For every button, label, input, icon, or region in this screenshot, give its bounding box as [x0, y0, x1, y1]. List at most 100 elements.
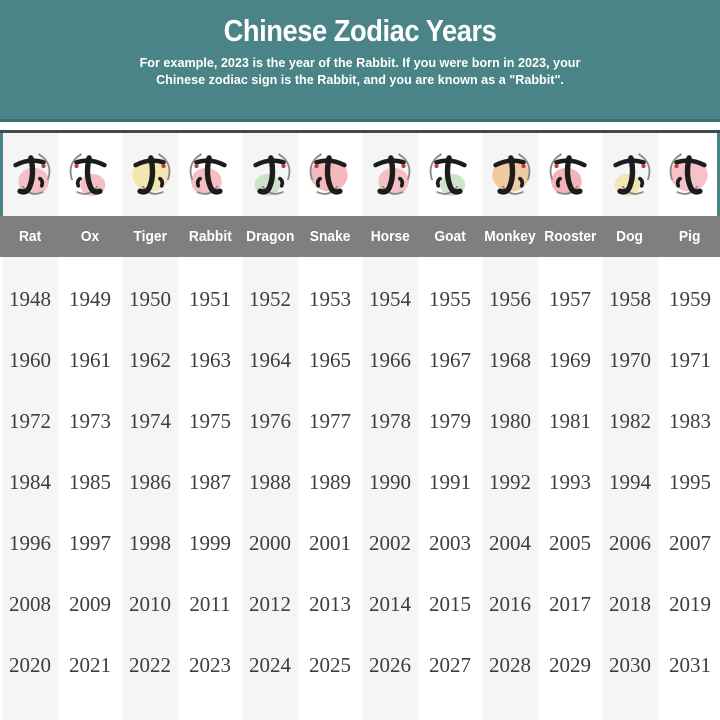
- subtitle-line-1: For example, 2023 is the year of the Rab…: [139, 55, 581, 70]
- year-cell: 1972: [9, 409, 51, 433]
- column-header-rat: Rat: [0, 228, 60, 245]
- year-cell: 2030: [609, 653, 651, 677]
- zodiac-years-grid: 1948 1949 1950 1951 1952 1953 1954 1955 1956 1957…: [0, 257, 720, 696]
- subtitle-line-2: Chinese zodiac sign is the Rabbit, and y…: [156, 72, 564, 87]
- year-cell: 2015: [429, 592, 471, 616]
- year-cell: 2000: [249, 531, 291, 555]
- column-header-label: Monkey: [484, 228, 536, 245]
- year-cell: 1996: [9, 531, 51, 555]
- year-cell: 1981: [549, 409, 591, 433]
- year-cell: 1975: [189, 409, 231, 433]
- year-cell: 2017: [549, 592, 591, 616]
- year-cell: 1950: [129, 287, 171, 311]
- column-header-monkey: Monkey: [480, 228, 540, 245]
- column-header-goat: Goat: [420, 228, 480, 245]
- year-cell: 1993: [549, 470, 591, 494]
- year-cell: 2009: [69, 592, 111, 616]
- year-cell: 1976: [249, 409, 291, 433]
- zodiac-calligraphy-glyph: [309, 152, 348, 195]
- year-cell: 1951: [189, 287, 231, 311]
- year-cell: 1985: [69, 470, 111, 494]
- column-header-rooster: Rooster: [540, 228, 600, 245]
- zodiac-table: Rat Ox Tiger Rabbit Dragon Snake Horse G…: [0, 130, 720, 720]
- column-header-tiger: Tiger: [120, 228, 180, 245]
- year-cell: 1971: [669, 348, 711, 372]
- year-cell: 1986: [129, 470, 171, 494]
- column-header-horse: Horse: [360, 228, 420, 245]
- year-cell: 1983: [669, 409, 711, 433]
- year-cell: 1952: [249, 287, 291, 311]
- year-cell: 1964: [249, 348, 291, 372]
- year-cell: 1990: [369, 470, 411, 494]
- snake-zodiac-icon: [300, 133, 360, 216]
- rooster-zodiac-icon: [540, 133, 600, 216]
- year-cell: 1974: [129, 409, 171, 433]
- goat-zodiac-icon: [420, 133, 480, 216]
- year-cell: 2005: [549, 531, 591, 555]
- year-cell: 1956: [489, 287, 531, 311]
- page-title: Chinese Zodiac Years: [223, 13, 497, 48]
- year-cell: 1966: [369, 348, 411, 372]
- year-cell: 1958: [609, 287, 651, 311]
- zodiac-calligraphy-glyph: [189, 152, 227, 195]
- pig-zodiac-icon: [660, 133, 720, 216]
- year-cell: 1963: [189, 348, 231, 372]
- column-header-label: Dog: [616, 228, 644, 245]
- dragon-zodiac-icon: [240, 133, 300, 216]
- year-cell: 2002: [369, 531, 411, 555]
- year-cell: 2004: [489, 531, 531, 555]
- column-header-ox: Ox: [60, 228, 120, 245]
- header-subtitle: For example, 2023 is the year of the Rab…: [88, 54, 631, 88]
- year-cell: 1965: [309, 348, 351, 372]
- year-cell: 1988: [249, 470, 291, 494]
- year-cell: 1954: [369, 287, 411, 311]
- year-cell: 1953: [309, 287, 351, 311]
- zodiac-calligraphy-glyph: [69, 152, 107, 196]
- year-cell: 2018: [609, 592, 651, 616]
- year-cell: 1962: [129, 348, 171, 372]
- year-cell: 2029: [549, 653, 591, 677]
- year-cell: 2003: [429, 531, 471, 555]
- year-cell: 2024: [249, 653, 291, 677]
- year-cell: 2016: [489, 592, 531, 616]
- rat-zodiac-icon: [0, 133, 60, 216]
- year-cell: 2028: [489, 653, 531, 677]
- year-cell: 1997: [69, 531, 111, 555]
- year-cell: 1989: [309, 470, 351, 494]
- column-header-label: Snake: [309, 228, 351, 245]
- year-cell: 1955: [429, 287, 471, 311]
- year-cell: 2026: [369, 653, 411, 677]
- year-cell: 1973: [69, 409, 111, 433]
- year-cell: 1982: [609, 409, 651, 433]
- year-cell: 2031: [669, 653, 711, 677]
- year-cell: 1968: [489, 348, 531, 372]
- year-cell: 1957: [549, 287, 591, 311]
- column-header-label: Tiger: [133, 228, 167, 245]
- header-spacer: [0, 122, 720, 130]
- column-header-dragon: Dragon: [240, 228, 300, 245]
- horse-zodiac-icon: [360, 133, 420, 216]
- zodiac-calligraphy-glyph: [669, 152, 708, 195]
- tiger-zodiac-icon: [120, 133, 180, 216]
- zodiac-calligraphy-glyph: [253, 152, 291, 196]
- column-header-label: Ox: [80, 228, 100, 245]
- year-cell: 1961: [69, 348, 111, 372]
- year-cell: 2022: [129, 653, 171, 677]
- year-cell: 1967: [429, 348, 471, 372]
- year-cell: 2006: [609, 531, 651, 555]
- zodiac-calligraphy-glyph: [13, 152, 51, 195]
- zodiac-calligraphy-glyph: [373, 152, 411, 195]
- year-cell: 2013: [309, 592, 351, 616]
- column-header-label: Goat: [434, 228, 466, 245]
- year-cell: 1977: [309, 409, 351, 433]
- year-cell: 1995: [669, 470, 711, 494]
- year-cell: 2012: [249, 592, 291, 616]
- zodiac-calligraphy-glyph: [132, 152, 171, 195]
- header-banner: Chinese Zodiac Years For example, 2023 i…: [0, 0, 720, 122]
- column-header-label: Pig: [679, 228, 701, 245]
- column-header-label: Rooster: [543, 228, 597, 245]
- column-header-label: Rat: [18, 228, 42, 245]
- column-header-snake: Snake: [300, 228, 360, 245]
- column-header-dog: Dog: [600, 228, 660, 245]
